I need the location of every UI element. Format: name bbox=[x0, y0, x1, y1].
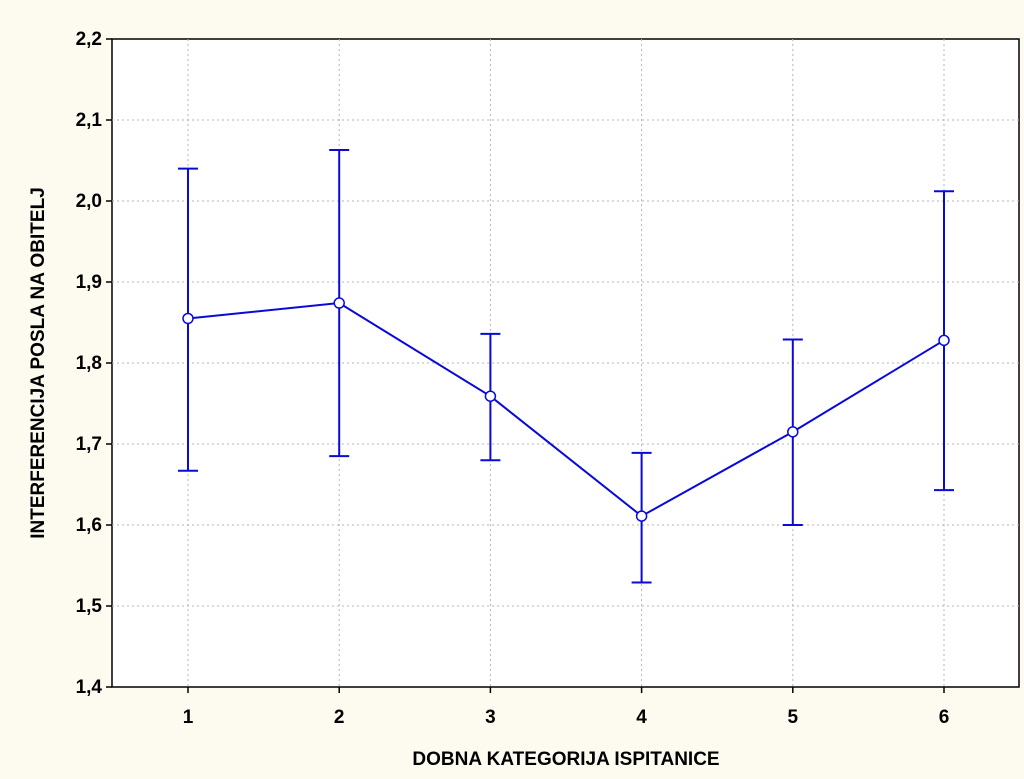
data-points bbox=[182, 297, 950, 522]
data-point bbox=[333, 297, 345, 309]
y-tick-label: 1,4 bbox=[76, 677, 103, 698]
series-line-group bbox=[187, 302, 945, 518]
y-tick-label: 2,2 bbox=[76, 29, 102, 50]
tick-labels: 1,4 1,5 1,6 1,7 1,8 1,9 2,0 2,1 2,2 1 2 3 4 5 6 bbox=[76, 29, 950, 728]
x-tick-label: 3 bbox=[485, 707, 496, 728]
data-point bbox=[635, 510, 648, 522]
y-tick-label: 1,6 bbox=[76, 515, 102, 536]
x-axis-title: DOBNA KATEGORIJA ISPITANICE bbox=[412, 749, 719, 770]
x-tick-label: 4 bbox=[636, 707, 647, 728]
y-tick-label: 1,5 bbox=[76, 596, 103, 617]
axes bbox=[106, 38, 945, 693]
data-point bbox=[182, 312, 194, 325]
y-tick-label: 1,8 bbox=[76, 353, 102, 374]
data-point bbox=[484, 390, 497, 402]
y-tick-label: 2,1 bbox=[76, 110, 103, 131]
y-tick-label: 1,9 bbox=[76, 272, 102, 293]
y-tick-label: 1,7 bbox=[76, 434, 102, 455]
data-point bbox=[787, 426, 799, 438]
y-tick-label: 2,0 bbox=[76, 191, 102, 212]
x-tick-label: 2 bbox=[334, 707, 345, 728]
x-tick-label: 6 bbox=[939, 707, 950, 728]
series-line bbox=[187, 302, 945, 518]
data-point bbox=[938, 334, 950, 347]
x-tick-label: 5 bbox=[788, 707, 799, 728]
y-axis-title: INTERFERENCIJA POSLA NA OBITELJ bbox=[28, 187, 49, 539]
x-tick-label: 1 bbox=[183, 707, 194, 728]
